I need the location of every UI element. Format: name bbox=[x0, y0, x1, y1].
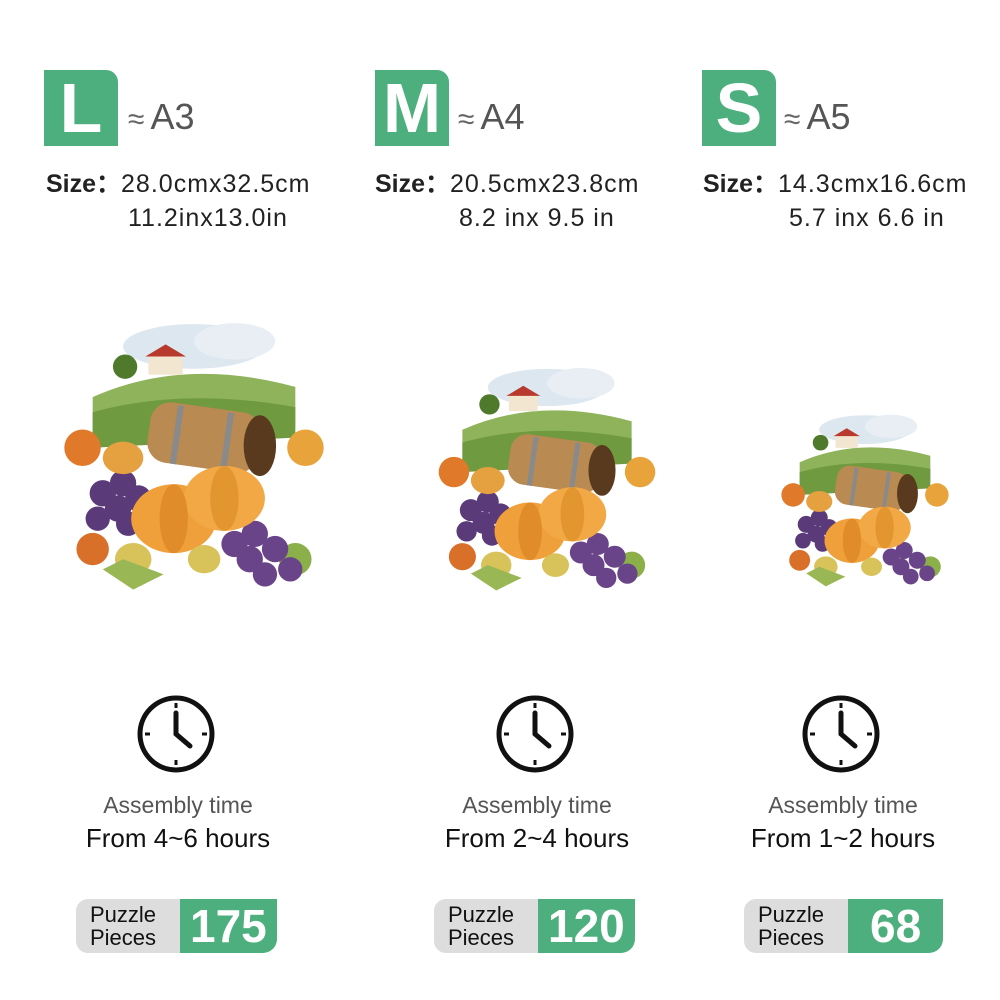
puzzle-pieces-badge: Puzzle Pieces 175 bbox=[76, 899, 277, 953]
dimensions: Size：28.0cmx32.5cm 11.2inx13.0in bbox=[46, 170, 311, 232]
assembly-time-value: From 1~2 hours bbox=[750, 823, 936, 853]
dimensions: Size：14.3cmx16.6cm 5.7 inx 6.6 in bbox=[703, 170, 968, 232]
dimensions: Size：20.5cmx23.8cm 8.2 inx 9.5 in bbox=[375, 170, 640, 232]
piece-count: 68 bbox=[848, 899, 944, 953]
paper-equivalent: ≈ A3 bbox=[128, 96, 195, 137]
puzzle-pieces-badge: Puzzle Pieces 68 bbox=[744, 899, 944, 953]
assembly-time-value: From 4~6 hours bbox=[85, 823, 271, 853]
assembly-time-value: From 2~4 hours bbox=[444, 823, 630, 853]
clock-icon bbox=[496, 695, 574, 773]
paper-equivalent: ≈ A4 bbox=[458, 96, 525, 137]
puzzle-pieces-badge: Puzzle Pieces 120 bbox=[434, 899, 635, 953]
assembly-time-label: Assembly time bbox=[462, 792, 612, 818]
piece-count: 120 bbox=[538, 899, 635, 953]
puzzle-image bbox=[781, 414, 949, 587]
assembly-time-label: Assembly time bbox=[103, 792, 253, 818]
assembly-time-label: Assembly time bbox=[768, 792, 918, 818]
clock-icon bbox=[802, 695, 880, 773]
paper-equivalent: ≈ A5 bbox=[784, 96, 851, 137]
clock-icon bbox=[137, 695, 215, 773]
size-column-large: L ≈ A3 Size：28.0cmx32.5cm 11.2inx13.0in As… bbox=[0, 0, 333, 1000]
size-letter-badge: L bbox=[44, 70, 118, 146]
piece-count: 175 bbox=[180, 899, 277, 953]
size-letter-badge: M bbox=[375, 70, 449, 146]
size-letter-badge: S bbox=[702, 70, 776, 146]
